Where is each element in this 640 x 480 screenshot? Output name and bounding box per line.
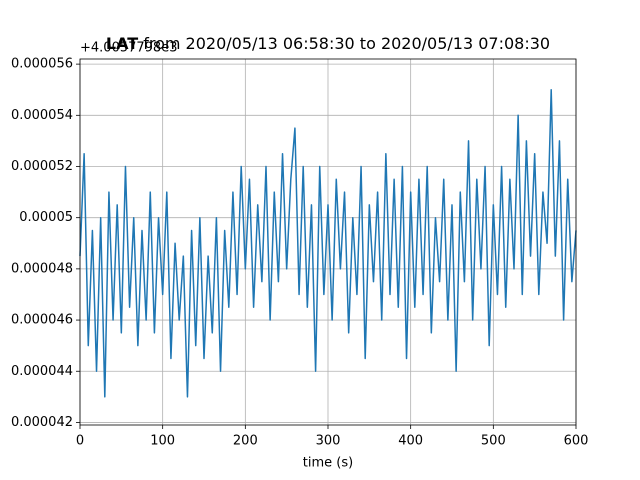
y-tick-label: 0.000048 <box>11 261 73 276</box>
offset-label: +4.0057798e3 <box>80 41 177 56</box>
x-tick-label: 500 <box>481 434 506 449</box>
x-tick-label: 400 <box>398 434 423 449</box>
y-tick-label: 0.000054 <box>11 108 73 123</box>
axes-frame <box>79 58 577 426</box>
title-bold: LAT <box>106 34 138 53</box>
x-tick-label: 600 <box>564 434 589 449</box>
title-text: from 2020/05/13 06:58:30 to 2020/05/13 0… <box>143 34 550 53</box>
y-tick-label: 0.00005 <box>19 210 73 225</box>
x-axis-label: time (s) <box>303 456 353 471</box>
y-tick-label: 0.000042 <box>11 415 73 430</box>
y-tick-label: 0.000052 <box>11 159 73 174</box>
y-tick-label: 0.000056 <box>11 57 73 72</box>
chart-title: LAT from 2020/05/13 06:58:30 to 2020/05/… <box>106 34 550 53</box>
data-line <box>79 88 577 398</box>
x-tick-label: 200 <box>233 434 258 449</box>
x-tick-label: 0 <box>76 434 84 449</box>
x-tick-label: 100 <box>150 434 175 449</box>
y-tick-label: 0.000046 <box>11 313 73 328</box>
x-tick-label: 300 <box>316 434 341 449</box>
y-tick-label: 0.000044 <box>11 364 73 379</box>
